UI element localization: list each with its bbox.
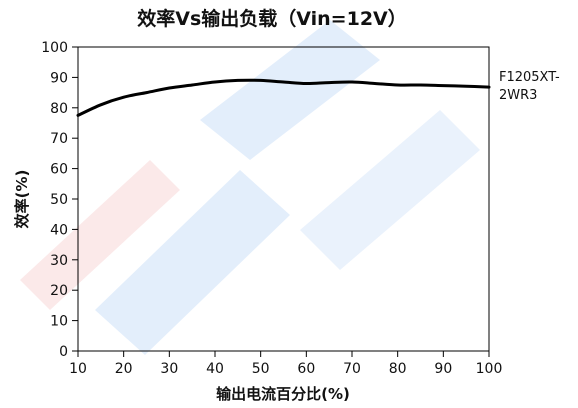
efficiency-line [76,78,491,117]
legend-label-line2: 2WR3 [499,88,537,103]
x-axis-ticks: 10 20 30 40 50 60 70 80 90 100 [69,351,502,377]
x-tick-label: 30 [160,361,178,377]
x-tick-label: 80 [389,361,407,377]
y-axis-ticks: 0 10 20 30 40 50 60 70 80 90 100 [41,40,78,360]
x-tick-label: 100 [476,361,503,377]
y-tick-label: 0 [59,344,68,360]
y-tick-label: 80 [50,101,68,117]
y-tick-label: 100 [41,40,68,56]
y-tick-label: 30 [50,253,68,269]
x-tick-label: 50 [252,361,270,377]
legend-label-line1: F1205XT- [499,70,560,85]
y-tick-label: 90 [50,70,68,86]
y-tick-label: 70 [50,131,68,147]
x-tick-label: 40 [206,361,224,377]
x-tick-label: 90 [434,361,452,377]
y-tick-label: 20 [50,283,68,299]
watermark [20,20,480,355]
x-tick-label: 20 [115,361,133,377]
chart-title: 效率Vs输出负载（Vin=12V） [137,7,407,30]
x-tick-label: 60 [297,361,315,377]
x-axis-label: 输出电流百分比(%) [216,385,350,403]
y-tick-label: 60 [50,162,68,178]
x-tick-label: 10 [69,361,87,377]
y-tick-label: 40 [50,222,68,238]
y-tick-label: 10 [50,314,68,330]
y-tick-label: 50 [50,192,68,208]
y-axis-label: 效率(%) [13,170,31,229]
x-tick-label: 70 [343,361,361,377]
